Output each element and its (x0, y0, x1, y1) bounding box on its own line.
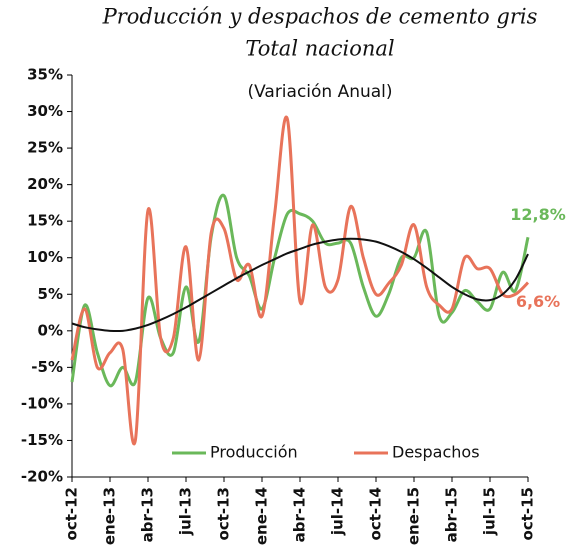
legend-label: Producción (210, 443, 298, 462)
x-tick-label: oct-12 (63, 487, 81, 540)
trend-line (71, 237, 529, 333)
chart-title-line-2: Total nacional (245, 37, 394, 61)
x-tick-label: jul-15 (481, 487, 499, 536)
x-tick-label: ene-14 (253, 487, 271, 545)
y-tick-label: 35% (27, 66, 63, 84)
series-line (70, 193, 530, 388)
x-tick-label: oct-15 (519, 487, 537, 540)
chart-title: Producción y despachos de cemento gris (102, 5, 538, 29)
y-tick-label: 30% (27, 102, 63, 120)
y-tick-label: -5% (31, 358, 63, 376)
y-tick-label: -15% (21, 431, 63, 449)
y-tick-label: 10% (27, 248, 63, 266)
value-label: 6,6% (516, 292, 560, 311)
x-tick-label: abr-15 (443, 487, 461, 542)
x-tick-label: ene-15 (405, 487, 423, 545)
y-tick-label: 5% (38, 285, 63, 303)
x-tick-label: abr-14 (291, 487, 309, 542)
y-tick-label: 25% (27, 139, 63, 157)
y-tick-label: 15% (27, 212, 63, 230)
series-line (70, 115, 530, 446)
y-tick-label: 20% (27, 175, 63, 193)
chart-subtitle: (Variación Anual) (247, 82, 392, 102)
y-tick-label: 0% (38, 321, 63, 339)
y-tick-label: -10% (21, 394, 63, 412)
x-tick-label: jul-13 (177, 487, 195, 536)
x-tick-label: ene-13 (101, 487, 119, 545)
x-tick-label: abr-13 (139, 487, 157, 542)
y-tick-label: -20% (21, 468, 63, 486)
x-tick-label: jul-14 (329, 487, 347, 536)
value-label: 12,8% (510, 205, 566, 224)
legend-label: Despachos (392, 443, 480, 462)
x-tick-label: oct-14 (367, 487, 385, 540)
x-tick-label: oct-13 (215, 487, 233, 540)
